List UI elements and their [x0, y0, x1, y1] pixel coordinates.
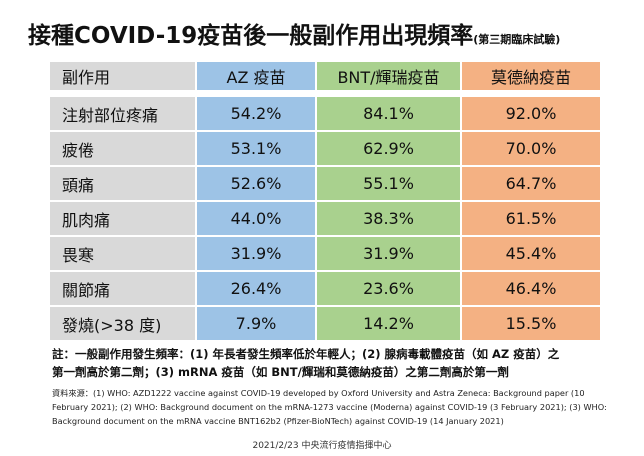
- value-cell: 31.9%: [315, 237, 460, 272]
- column-header: AZ 疫苗: [195, 62, 315, 92]
- value-cell: 38.3%: [315, 202, 460, 237]
- value-cell: 70.0%: [460, 132, 600, 167]
- row-label: 關節痛: [50, 272, 195, 307]
- notes: 註：一般副作用發生頻率：(1) 年長者發生頻率低於年輕人；(2) 腺病毒載體疫苗…: [52, 345, 559, 381]
- value-cell: 54.2%: [195, 97, 315, 132]
- value-cell: 53.1%: [195, 132, 315, 167]
- value-cell: 7.9%: [195, 307, 315, 342]
- value-cell: 55.1%: [315, 167, 460, 202]
- note-line: 第一劑高於第二劑；(3) mRNA 疫苗（如 BNT/輝瑞和莫德納疫苗）之第二劑…: [52, 365, 509, 379]
- value-cell: 64.7%: [460, 167, 600, 202]
- value-cell: 23.6%: [315, 272, 460, 307]
- column-header: 莫德納疫苗: [460, 62, 600, 92]
- footer: 2021/2/23 中央流行疫情指揮中心: [252, 441, 392, 451]
- value-cell: 46.4%: [460, 272, 600, 307]
- value-cell: 92.0%: [460, 97, 600, 132]
- value-cell: 84.1%: [315, 97, 460, 132]
- source-line: February 2021); (2) WHO: Background docu…: [52, 402, 607, 412]
- row-label: 發燒(>38 度): [50, 307, 195, 342]
- value-cell: 26.4%: [195, 272, 315, 307]
- source-line: 資料來源：(1) WHO: AZD1222 vaccine against CO…: [52, 388, 585, 398]
- row-label: 肌肉痛: [50, 202, 195, 237]
- row-label: 頭痛: [50, 167, 195, 202]
- sources: 資料來源：(1) WHO: AZD1222 vaccine against CO…: [52, 386, 607, 428]
- title-block: 接種COVID-19疫苗後一般副作用出現頻率(第三期臨床試驗): [28, 16, 560, 50]
- row-label: 注射部位疼痛: [50, 97, 195, 132]
- value-cell: 14.2%: [315, 307, 460, 342]
- note-line: 註：一般副作用發生頻率：(1) 年長者發生頻率低於年輕人；(2) 腺病毒載體疫苗…: [52, 347, 560, 361]
- title: 接種COVID-19疫苗後一般副作用出現頻率: [28, 23, 474, 49]
- value-cell: 62.9%: [315, 132, 460, 167]
- subtitle: (第三期臨床試驗): [473, 33, 561, 46]
- value-cell: 52.6%: [195, 167, 315, 202]
- value-cell: 44.0%: [195, 202, 315, 237]
- value-cell: 15.5%: [460, 307, 600, 342]
- value-cell: 45.4%: [460, 237, 600, 272]
- source-line: Background document on the mRNA vaccine …: [52, 416, 504, 426]
- value-cell: 31.9%: [195, 237, 315, 272]
- row-label: 畏寒: [50, 237, 195, 272]
- column-header: 副作用: [50, 62, 195, 92]
- row-label: 疲倦: [50, 132, 195, 167]
- column-header: BNT/輝瑞疫苗: [315, 62, 460, 92]
- table: 副作用 AZ 疫苗 BNT/輝瑞疫苗 莫德納疫苗注射部位疼痛 54.2% 84.1% 92.…: [50, 62, 600, 342]
- value-cell: 61.5%: [460, 202, 600, 237]
